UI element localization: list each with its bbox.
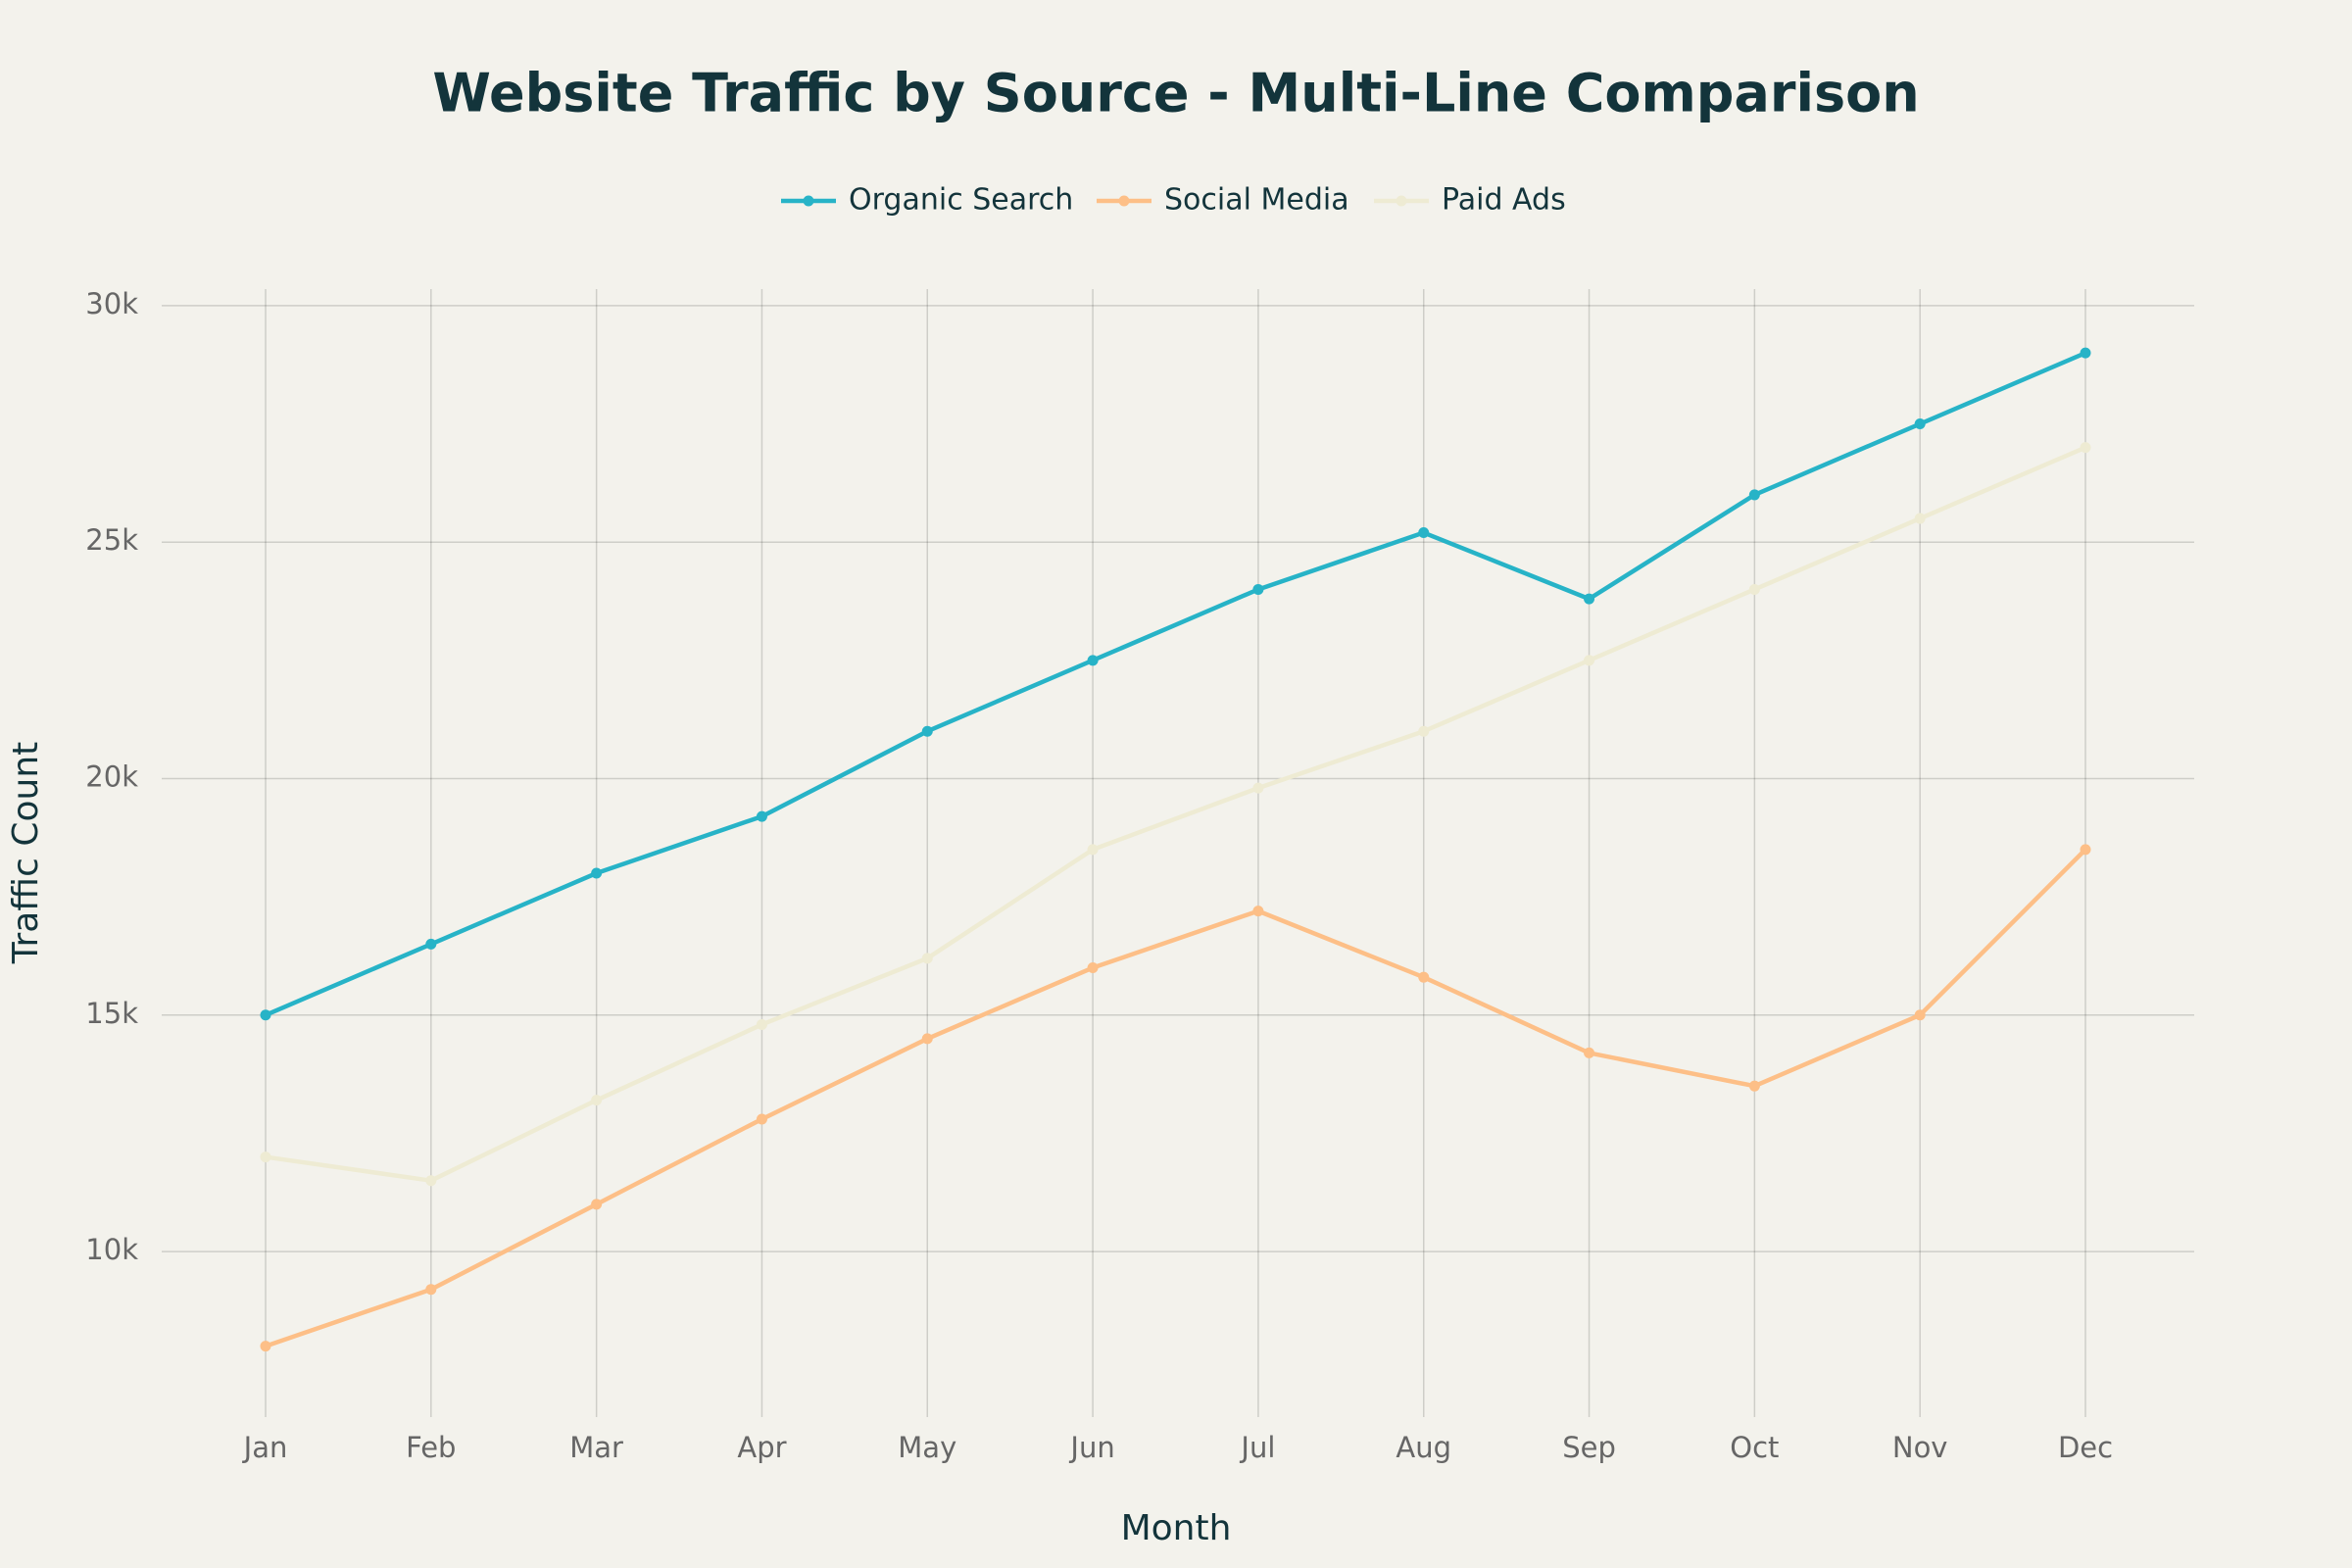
data-point: [1914, 1009, 1926, 1021]
x-tick-label: Apr: [737, 1431, 786, 1464]
data-point: [591, 1095, 603, 1106]
legend-marker: [803, 195, 814, 207]
y-tick-label: 20k: [85, 760, 138, 793]
data-point: [260, 1341, 271, 1352]
series-line: [265, 445, 2086, 1183]
x-tick-label: Aug: [1396, 1431, 1451, 1464]
series-line: [265, 848, 2087, 1348]
chart-title: Website Traffic by Source - Multi-Line C…: [432, 63, 1919, 124]
data-point: [1914, 513, 1926, 524]
x-tick-label: Nov: [1892, 1431, 1948, 1464]
y-tick-label: 25k: [85, 523, 138, 557]
x-tick-label: Sep: [1562, 1431, 1616, 1464]
data-point: [425, 938, 437, 950]
legend-marker: [1118, 195, 1130, 207]
data-point: [1748, 489, 1760, 501]
data-point: [1087, 844, 1099, 856]
x-tick-label: Dec: [2058, 1431, 2113, 1464]
data-point: [756, 1018, 767, 1030]
data-point: [1252, 782, 1264, 794]
data-point: [1584, 1047, 1595, 1058]
data-point: [260, 1009, 271, 1021]
data-point: [1418, 725, 1430, 737]
data-point: [1087, 655, 1099, 666]
data-point: [1914, 418, 1926, 430]
data-point: [2080, 347, 2091, 359]
x-tick-label: Oct: [1730, 1431, 1779, 1464]
data-point: [425, 1175, 437, 1187]
x-tick-label: Jan: [242, 1431, 288, 1464]
data-point: [756, 810, 767, 822]
x-tick-label: Mar: [569, 1431, 623, 1464]
x-tick-label: Feb: [406, 1431, 456, 1464]
data-point: [591, 1199, 603, 1210]
data-point: [1748, 1080, 1760, 1092]
x-axis-title: Month: [1121, 1508, 1232, 1548]
data-point: [2080, 844, 2091, 856]
y-tick-label: 30k: [85, 287, 138, 320]
legend-label: Paid Ads: [1442, 183, 1566, 218]
data-point: [1418, 971, 1430, 983]
data-point: [2080, 442, 2091, 454]
data-point: [1418, 527, 1430, 539]
y-tick-label: 10k: [85, 1233, 138, 1266]
data-point: [1252, 583, 1264, 595]
x-tick-label: May: [898, 1431, 956, 1464]
legend-marker: [1396, 195, 1407, 207]
legend-label: Organic Search: [849, 183, 1073, 218]
data-point: [425, 1284, 437, 1296]
data-point: [1584, 593, 1595, 605]
data-point: [1748, 583, 1760, 595]
data-point: [921, 1033, 933, 1045]
data-point: [260, 1152, 271, 1163]
data-point: [1584, 655, 1595, 666]
data-point: [921, 725, 933, 737]
data-point: [1252, 906, 1264, 917]
y-axis-title: Traffic Count: [6, 742, 46, 965]
series-line: [265, 351, 2086, 1017]
data-point: [756, 1113, 767, 1125]
x-tick-label: Jun: [1068, 1431, 1114, 1464]
legend-label: Social Media: [1164, 183, 1349, 218]
data-point: [921, 953, 933, 964]
data-point: [1087, 962, 1099, 974]
x-tick-label: Jul: [1239, 1431, 1275, 1464]
y-tick-label: 15k: [85, 997, 138, 1030]
data-point: [591, 867, 603, 879]
